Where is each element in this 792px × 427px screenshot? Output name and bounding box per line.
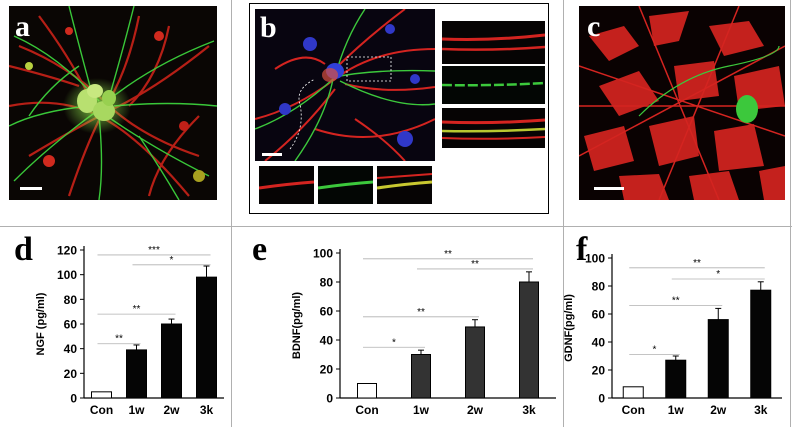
x-tick-label: 1w: [413, 403, 430, 417]
y-tick-label: 80: [64, 293, 78, 307]
bar: [465, 326, 485, 399]
significance-label: **: [471, 259, 479, 270]
bar: [161, 323, 182, 399]
scale-bar: [262, 153, 282, 156]
grid-border-right: [790, 0, 791, 427]
y-tick-label: 100: [585, 252, 605, 266]
chart-letter-f: f: [576, 231, 588, 268]
significance-label: *: [716, 269, 720, 280]
scale-bar: [20, 187, 42, 190]
x-tick-label: Con: [622, 403, 645, 417]
micrograph-b-inset-green-1: [442, 66, 545, 104]
y-tick-label: 20: [592, 364, 606, 378]
grid-border-v1: [231, 0, 232, 427]
bar: [91, 391, 112, 399]
y-tick-label: 60: [320, 305, 334, 319]
significance-label: **: [693, 258, 701, 269]
micrograph-b-inset-merge-2: [377, 166, 432, 204]
y-tick-label: 100: [57, 268, 77, 282]
x-tick-label: Con: [355, 403, 378, 417]
y-axis-label: NGF (pg/ml): [35, 292, 47, 355]
bar: [357, 383, 377, 399]
significance-label: *: [392, 337, 396, 348]
micrograph-a: a: [9, 6, 217, 200]
significance-label: **: [133, 304, 141, 315]
significance-label: ***: [148, 245, 160, 256]
significance-label: **: [444, 249, 452, 260]
bar: [665, 359, 687, 399]
x-tick-label: 2w: [467, 403, 484, 417]
x-tick-label: 3k: [522, 403, 536, 417]
y-tick-label: 20: [64, 367, 78, 381]
bar: [411, 354, 431, 399]
y-tick-label: 80: [320, 276, 334, 290]
micrograph-c: c: [579, 6, 785, 200]
y-axis-label: BDNF(pg/ml): [291, 292, 303, 360]
y-tick-label: 0: [598, 392, 605, 406]
bar: [750, 289, 772, 399]
chart-letter-e: e: [252, 231, 268, 268]
y-axis-label: GDNF(pg/ml): [564, 294, 575, 362]
bar: [519, 281, 539, 399]
bar: [707, 319, 729, 399]
micrograph-b-image: [255, 9, 435, 161]
bar: [196, 276, 217, 399]
y-tick-label: 20: [320, 363, 334, 377]
x-tick-label: 3k: [200, 403, 214, 417]
micrograph-b-inset-red-1: [442, 21, 545, 64]
x-tick-label: 1w: [128, 403, 145, 417]
x-tick-label: 2w: [710, 403, 727, 417]
grid-border-v2: [563, 0, 564, 427]
x-tick-label: 2w: [163, 403, 180, 417]
micrograph-b-inset-red-2: [259, 166, 314, 204]
y-tick-label: 40: [64, 342, 78, 356]
chart-letter-d: d: [14, 231, 33, 268]
micrograph-b-main: b: [255, 9, 435, 161]
significance-label: **: [672, 296, 680, 307]
panel-letter-b: b: [260, 11, 277, 44]
micrograph-a-image: [9, 6, 217, 200]
bar: [622, 386, 644, 399]
micrograph-c-image: [579, 6, 785, 200]
significance-label: **: [115, 334, 123, 345]
y-tick-label: 120: [57, 244, 77, 258]
x-tick-label: 1w: [668, 403, 685, 417]
y-tick-label: 60: [592, 308, 606, 322]
panel-letter-a: a: [15, 10, 30, 43]
y-tick-label: 40: [320, 334, 334, 348]
y-tick-label: 0: [326, 392, 333, 406]
x-tick-label: Con: [90, 403, 113, 417]
y-tick-label: 80: [592, 280, 606, 294]
micrograph-b-inset-green-2: [318, 166, 373, 204]
x-tick-label: 3k: [754, 403, 768, 417]
significance-label: *: [653, 345, 657, 356]
bar: [126, 349, 147, 399]
y-tick-label: 60: [64, 318, 78, 332]
y-tick-label: 40: [592, 336, 606, 350]
grid-border-middle: [0, 226, 792, 227]
micrograph-b-inset-merge-1: [442, 108, 545, 148]
significance-label: **: [417, 307, 425, 318]
significance-label: *: [170, 255, 174, 266]
panel-letter-c: c: [587, 10, 601, 43]
scale-bar: [594, 187, 624, 190]
y-tick-label: 100: [313, 247, 333, 261]
y-tick-label: 0: [70, 392, 77, 406]
